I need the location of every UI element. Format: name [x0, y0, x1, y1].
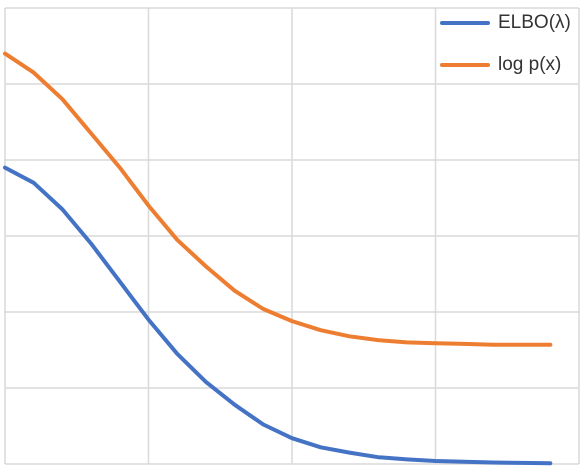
legend-item-elbo: ELBO(λ) [440, 12, 580, 34]
legend-swatch-log-px [440, 63, 490, 67]
legend-label-log-px: log p(x) [498, 54, 562, 75]
legend-swatch-elbo [440, 21, 490, 25]
legend-label-elbo: ELBO(λ) [498, 12, 571, 33]
gridlines [4, 7, 580, 465]
legend: ELBO(λ) log p(x) [440, 12, 580, 96]
series-line-log-px [3, 51, 553, 347]
legend-item-log-px: log p(x) [440, 54, 580, 76]
series-line-elbo [3, 165, 553, 466]
series-lines [3, 51, 553, 466]
